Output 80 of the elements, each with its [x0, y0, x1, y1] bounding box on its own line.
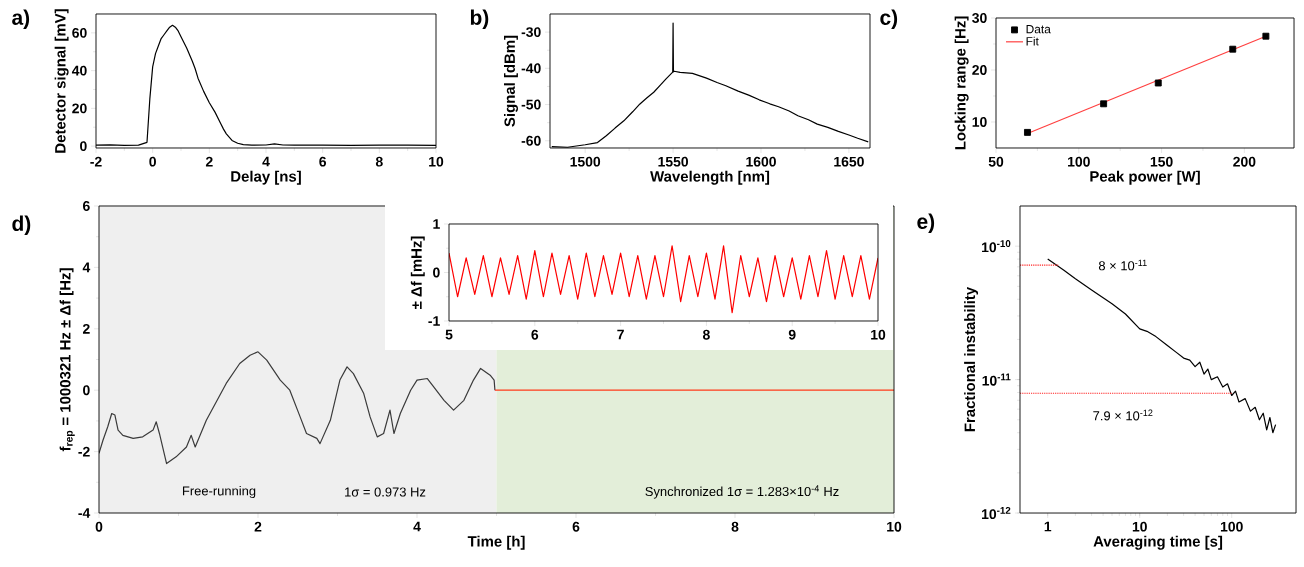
y-tick-label: -40 — [521, 63, 541, 74]
annotation: 7.9 × 10$^{-12}$ — [1093, 409, 1153, 421]
y-axis-title: Locking range [Hz] — [954, 16, 969, 150]
y-tick-label: 1 — [433, 219, 440, 229]
line-series — [99, 351, 496, 465]
y-tick-label: 6 — [83, 201, 90, 211]
x-tick-label: 1650 — [834, 156, 864, 167]
y-tick-label: 60 — [72, 27, 87, 38]
legend-label: Fit — [1026, 36, 1039, 46]
line-series — [449, 245, 878, 314]
x-tick-label: 10 — [1132, 521, 1147, 532]
y-tick-label: 30 — [972, 13, 987, 23]
point — [1154, 79, 1162, 87]
legend-label: Data — [1026, 25, 1051, 34]
y-axis-title: f$_{rep}$ = 1000321 Hz ± Δf [Hz] — [59, 268, 75, 452]
y-tick-label: 20 — [72, 103, 87, 114]
point — [1229, 45, 1237, 53]
x-axis-title: Time [h] — [467, 535, 525, 550]
x-tick-label: 2 — [254, 521, 262, 532]
x-tick-label: 50 — [988, 156, 1004, 167]
chart-title: c) — [880, 9, 898, 30]
y-axis-title: ± Δf [mHz] — [410, 236, 425, 309]
x-tick-label: 8 — [375, 156, 383, 167]
point — [1024, 128, 1031, 136]
x-tick-label: 5 — [445, 329, 453, 340]
y-tick-label: 4 — [82, 262, 91, 273]
x-axis-title: Peak power [W] — [1090, 170, 1200, 185]
y-tick-label: 0 — [433, 267, 440, 278]
x-tick-label: 6 — [319, 156, 327, 167]
y-tick-label: -30 — [521, 27, 541, 38]
x-axis-title: Delay [ns] — [231, 170, 301, 185]
y-tick-label: 0 — [80, 141, 87, 152]
y-tick-label: 20 — [972, 65, 987, 75]
x-tick-label: 4 — [413, 521, 421, 532]
y-tick-label: 0 — [83, 385, 90, 396]
y-axis-title: Detector signal [mV] — [54, 9, 69, 153]
x-tick-label: 200 — [1233, 156, 1256, 167]
point — [1262, 32, 1270, 40]
annotation: 1σ = 0.973 Hz — [345, 487, 426, 497]
x-tick-label: 9 — [788, 329, 796, 340]
x-tick-label: 8 — [702, 329, 710, 340]
x-tick-label: 1500 — [570, 156, 601, 167]
x-tick-label: 1550 — [658, 156, 689, 167]
x-tick-label: -2 — [90, 156, 102, 167]
x-tick-label: 100 — [1220, 521, 1243, 532]
x-tick-label: 0 — [95, 521, 103, 532]
chart-title: b) — [470, 9, 489, 30]
chart-title: a) — [12, 9, 30, 30]
annotation: Free-running — [182, 485, 256, 499]
x-tick-label: 1 — [1044, 521, 1052, 532]
chart-title: e) — [917, 213, 935, 234]
y-tick-label: -1 — [428, 316, 440, 326]
y-axis-title: Fractional instability — [964, 286, 979, 432]
x-tick-label: 10 — [871, 329, 886, 340]
y-tick-label: -4 — [78, 508, 91, 518]
y-tick-label: -60 — [521, 135, 541, 146]
y-tick-label: 10$^{-12}$ — [982, 506, 1011, 520]
y-tick-label: -50 — [521, 99, 541, 110]
y-tick-label: -2 — [78, 446, 90, 457]
x-tick-label: 100 — [1068, 156, 1090, 167]
x-tick-label: 7 — [617, 329, 624, 340]
y-tick-label: 40 — [71, 65, 87, 76]
x-tick-label: 0 — [149, 156, 156, 167]
point — [1100, 100, 1108, 108]
x-tick-label: 10 — [887, 521, 902, 532]
y-axis-title: Signal [dBm] — [504, 35, 518, 127]
x-tick-label: 4 — [262, 156, 270, 167]
annotation: Synchronized 1σ = 1.283×10$^{-4}$ Hz — [645, 485, 839, 499]
y-tick-label: 10$^{-11}$ — [982, 373, 1011, 386]
y-tick-label: 10 — [972, 117, 987, 127]
x-tick-label: 8 — [731, 521, 739, 532]
x-tick-label: 2 — [205, 156, 213, 167]
x-axis-title: Wavelength [nm] — [650, 170, 770, 185]
x-tick-label: 1600 — [746, 156, 776, 167]
x-tick-label: 150 — [1150, 156, 1173, 167]
x-tick-label: 6 — [572, 521, 580, 532]
x-axis-title: Averaging time [s] — [1093, 535, 1223, 550]
annotation: 8 × 10$^{-11}$ — [1098, 259, 1147, 271]
y-tick-label: 10$^{-10}$ — [982, 240, 1011, 253]
chart-title: d) — [12, 215, 31, 236]
